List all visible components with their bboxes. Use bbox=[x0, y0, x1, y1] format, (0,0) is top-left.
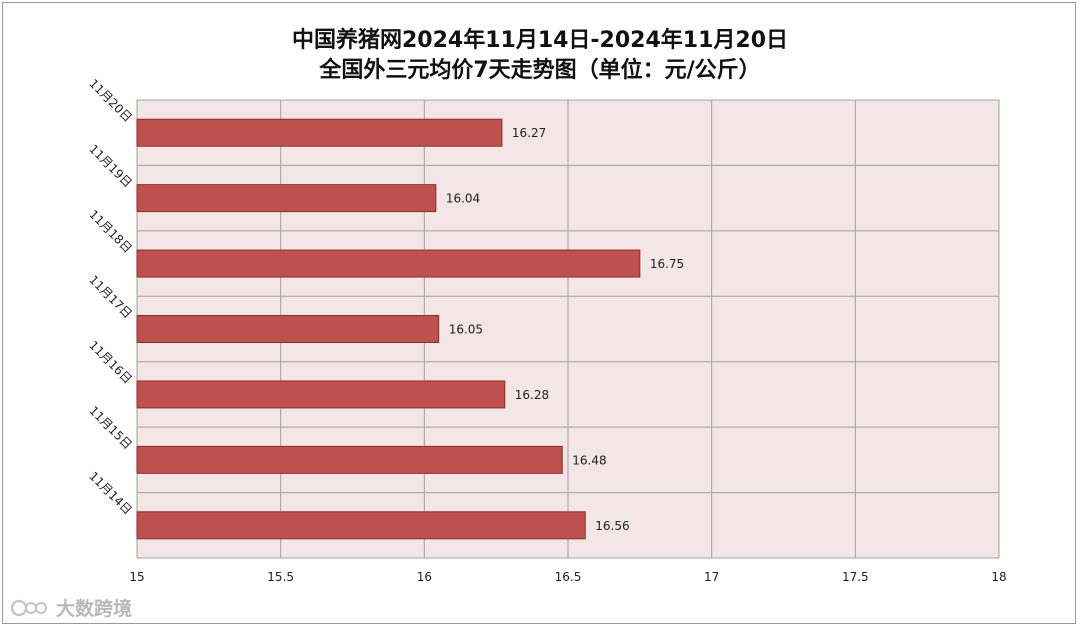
data-label: 16.05 bbox=[449, 323, 483, 337]
data-label: 16.28 bbox=[515, 388, 549, 402]
bar bbox=[136, 184, 437, 213]
bar bbox=[136, 249, 641, 278]
bar bbox=[136, 511, 586, 540]
bar bbox=[136, 315, 440, 343]
logo-icon bbox=[10, 599, 47, 616]
data-label: 16.27 bbox=[512, 126, 546, 140]
category-label: 11月17日 bbox=[86, 273, 134, 321]
data-label: 16.04 bbox=[446, 192, 480, 206]
chart-title-line-1: 中国养猪网2024年11月14日-2024年11月20日 bbox=[291, 28, 789, 53]
data-label: 16.75 bbox=[650, 257, 684, 271]
bar bbox=[136, 118, 503, 147]
watermark: 大数跨境 bbox=[10, 594, 132, 621]
x-tick-label: 17.5 bbox=[842, 570, 869, 584]
category-label: 11月14日 bbox=[86, 469, 134, 517]
chart-title-line-2: 全国外三元均价7天走势图（单位：元/公斤） bbox=[319, 58, 761, 83]
x-tick-label: 15 bbox=[129, 570, 144, 584]
category-label: 11月19日 bbox=[86, 142, 134, 190]
data-label: 16.56 bbox=[595, 519, 629, 533]
category-label: 11月18日 bbox=[86, 207, 134, 255]
data-label: 16.48 bbox=[572, 453, 606, 467]
x-tick-label: 16 bbox=[417, 570, 432, 584]
x-tick-label: 18 bbox=[991, 570, 1006, 584]
x-tick-label: 16.5 bbox=[555, 570, 582, 584]
category-label: 11月16日 bbox=[86, 338, 134, 386]
bar bbox=[136, 445, 563, 474]
category-label: 11月20日 bbox=[86, 76, 134, 124]
category-label: 11月15日 bbox=[86, 404, 134, 452]
bar bbox=[136, 380, 506, 409]
x-tick-label: 15.5 bbox=[267, 570, 294, 584]
watermark-text: 大数跨境 bbox=[56, 598, 133, 620]
x-tick-label: 17 bbox=[704, 570, 719, 584]
